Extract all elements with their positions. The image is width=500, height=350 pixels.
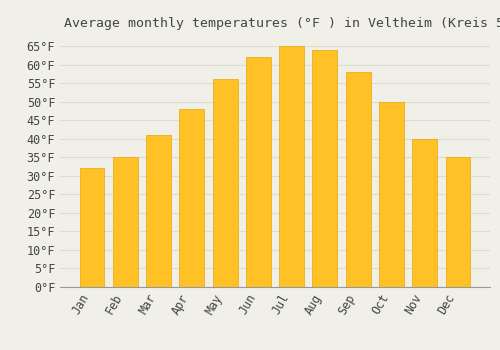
Bar [212, 79, 238, 287]
Bar [80, 168, 104, 287]
Bar [446, 157, 470, 287]
Bar [346, 72, 370, 287]
Bar [246, 57, 271, 287]
Bar [412, 139, 437, 287]
Bar [312, 50, 338, 287]
Bar [113, 157, 138, 287]
Bar [279, 46, 304, 287]
Text: Average monthly temperatures (°F ) in Veltheim (Kreis 5) / Rosenberg: Average monthly temperatures (°F ) in Ve… [64, 17, 500, 30]
Bar [146, 135, 171, 287]
Bar [180, 109, 204, 287]
Bar [379, 102, 404, 287]
